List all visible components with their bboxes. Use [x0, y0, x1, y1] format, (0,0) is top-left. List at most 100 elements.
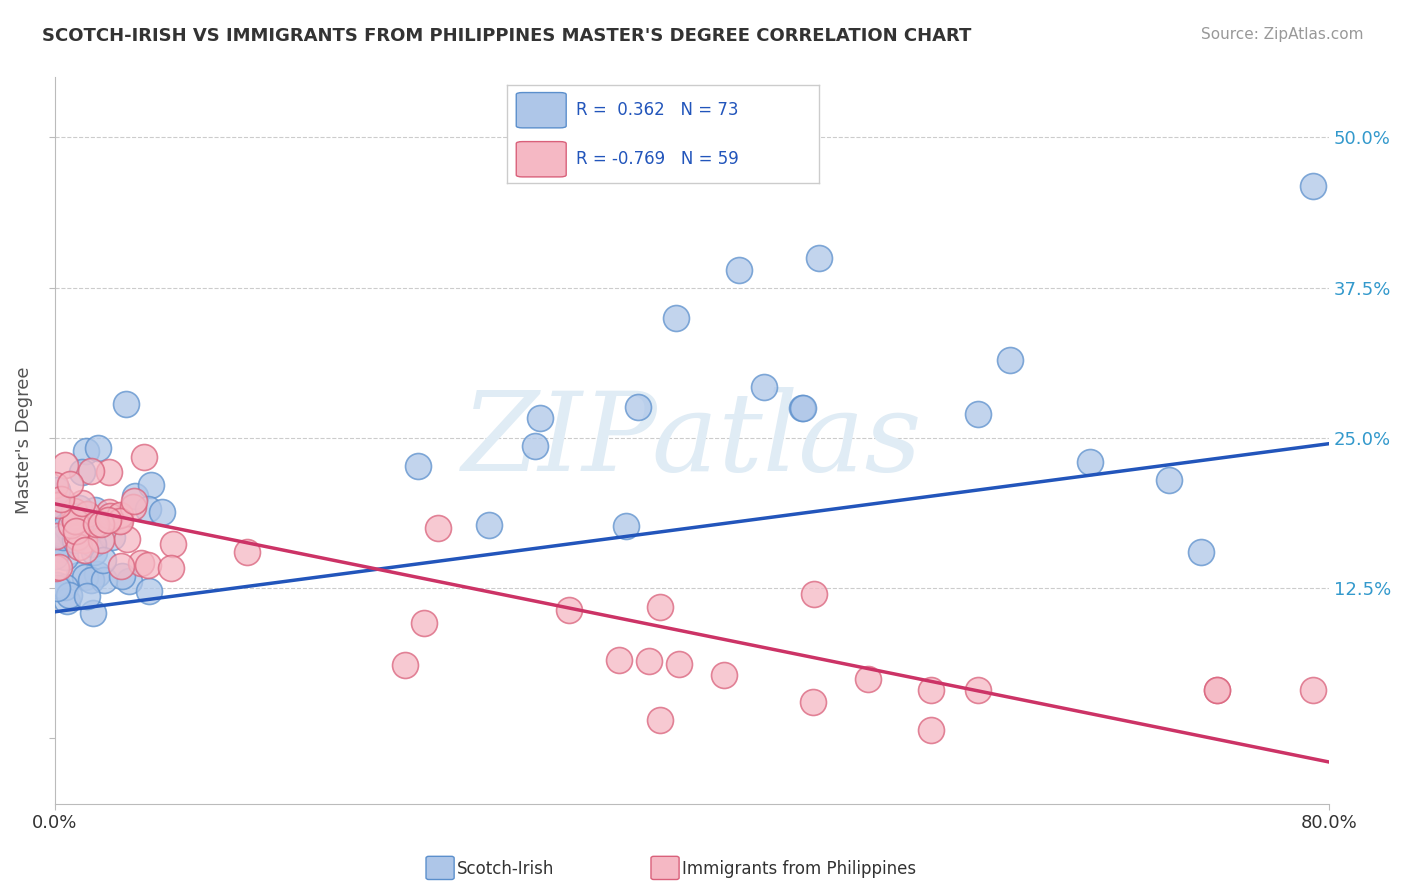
Point	[131, 557, 153, 571]
Point	[792, 401, 814, 416]
Point	[1302, 682, 1324, 697]
Point	[76, 517, 98, 532]
Point	[72, 523, 94, 537]
Point	[48, 541, 70, 556]
Point	[46, 483, 69, 497]
Point	[63, 516, 86, 530]
Point	[136, 558, 159, 572]
Point	[44, 478, 66, 492]
Point	[70, 465, 93, 479]
Point	[236, 545, 259, 559]
Point	[478, 518, 501, 533]
Point	[406, 459, 429, 474]
Point	[713, 668, 735, 682]
Point	[87, 441, 110, 455]
Point	[79, 573, 101, 587]
Text: ZIPatlas: ZIPatlas	[461, 387, 922, 494]
Point	[52, 530, 75, 544]
Point	[1206, 682, 1229, 697]
Point	[82, 536, 104, 550]
Point	[803, 587, 825, 601]
Point	[801, 695, 824, 709]
Point	[108, 514, 131, 528]
Point	[107, 513, 129, 527]
Point	[920, 682, 942, 697]
Point	[60, 524, 83, 538]
Point	[524, 439, 547, 453]
Point	[62, 509, 84, 524]
Point	[45, 513, 67, 527]
Point	[46, 498, 69, 512]
Point	[427, 521, 450, 535]
Point	[413, 615, 436, 630]
Point	[1159, 473, 1181, 487]
Point	[73, 533, 96, 548]
Point	[63, 504, 86, 518]
Point	[65, 514, 87, 528]
Point	[86, 516, 108, 531]
Point	[728, 262, 751, 277]
Point	[46, 578, 69, 592]
Point	[75, 444, 97, 458]
Point	[752, 380, 775, 394]
Point	[73, 542, 96, 557]
Point	[134, 450, 156, 464]
Point	[108, 508, 131, 522]
Point	[49, 492, 72, 507]
Point	[115, 397, 138, 411]
Point	[139, 478, 162, 492]
Text: Source: ZipAtlas.com: Source: ZipAtlas.com	[1201, 27, 1364, 42]
Point	[90, 517, 112, 532]
Point	[63, 514, 86, 528]
Point	[967, 407, 990, 421]
Point	[1302, 178, 1324, 193]
Point	[97, 513, 120, 527]
Point	[856, 672, 879, 686]
Point	[49, 506, 72, 520]
Point	[98, 505, 121, 519]
Point	[91, 553, 114, 567]
Point	[607, 653, 630, 667]
Point	[637, 654, 659, 668]
Point	[65, 530, 87, 544]
Point	[920, 723, 942, 737]
Point	[110, 558, 132, 573]
Point	[394, 658, 416, 673]
Point	[98, 465, 121, 479]
Point	[648, 600, 671, 615]
Point	[557, 603, 579, 617]
Point	[60, 519, 83, 533]
Point	[122, 493, 145, 508]
Point	[100, 530, 122, 544]
Point	[93, 573, 115, 587]
Point	[115, 532, 138, 546]
Point	[67, 500, 90, 515]
Point	[45, 497, 67, 511]
Point	[614, 518, 637, 533]
Point	[150, 505, 173, 519]
Point	[86, 566, 108, 581]
Point	[90, 533, 112, 547]
Point	[63, 533, 86, 547]
Point	[967, 682, 990, 697]
Point	[529, 411, 551, 425]
Point	[70, 520, 93, 534]
Point	[49, 515, 72, 529]
Point	[668, 657, 690, 672]
Point	[138, 584, 160, 599]
Point	[59, 517, 82, 532]
Point	[53, 549, 76, 564]
Point	[1189, 545, 1212, 559]
Point	[808, 251, 831, 265]
Point	[1078, 455, 1101, 469]
Point	[124, 489, 146, 503]
Point	[76, 507, 98, 521]
Point	[76, 589, 98, 603]
Point	[48, 560, 70, 574]
Point	[790, 401, 813, 416]
Point	[67, 567, 90, 582]
Point	[58, 588, 80, 602]
Point	[67, 540, 90, 554]
Point	[627, 400, 650, 414]
Point	[65, 524, 87, 538]
